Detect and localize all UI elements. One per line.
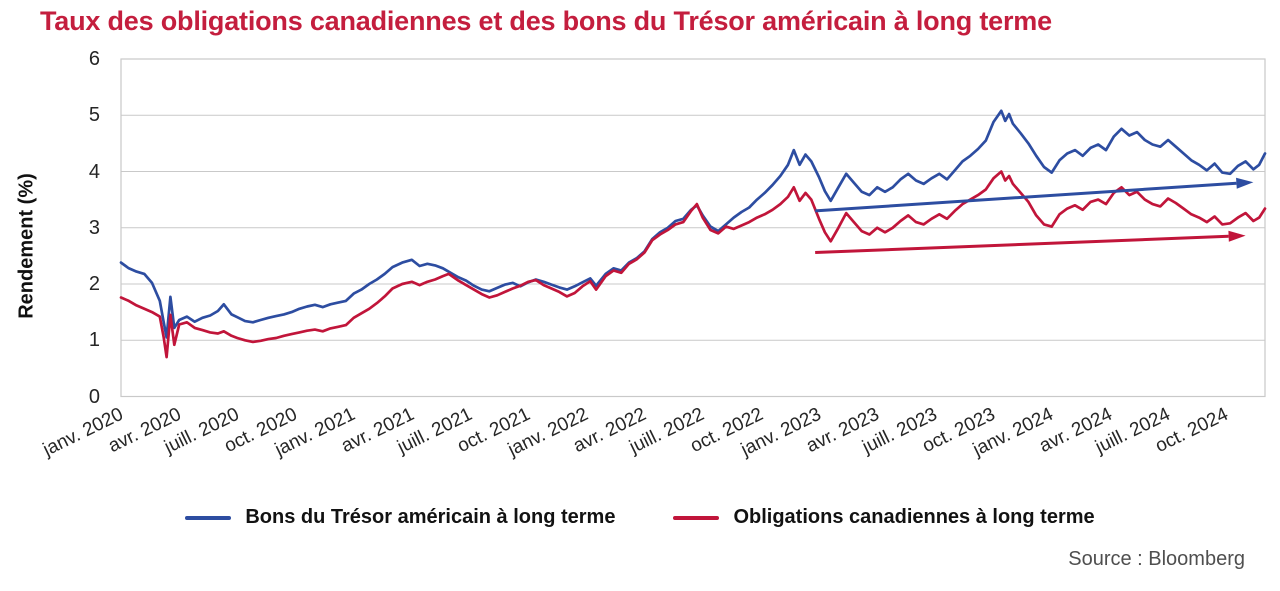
y-tick-label: 1 [88, 329, 100, 352]
ca-series-line [119, 170, 1267, 359]
ca-trend-arrow-shaft [815, 234, 1229, 254]
y-tick-label: 4 [88, 160, 100, 183]
legend-item-canadian-bonds: Obligations canadiennes à long terme [673, 506, 1095, 529]
y-tick-label: 5 [88, 104, 100, 127]
chart-title: Taux des obligations canadiennes et des … [40, 6, 1052, 36]
us-trend-arrowhead [1236, 177, 1254, 189]
us-series-line [119, 109, 1267, 339]
y-tick-label: 2 [88, 273, 100, 295]
y-tick-label: 6 [88, 48, 100, 70]
legend-label-canadian-bonds: Obligations canadiennes à long terme [733, 506, 1095, 528]
y-tick-label: 0 [88, 385, 100, 408]
legend-label-us-treasury: Bons du Trésor américain à long terme [245, 506, 616, 528]
y-tick-label: 3 [88, 216, 100, 239]
us-line-swatch [185, 515, 232, 520]
ca-line-swatch [673, 515, 720, 520]
us-trend-arrow-shaft [815, 181, 1237, 213]
legend: Bons du Trésor américain à long terme Ob… [0, 506, 1280, 529]
source-credit: Source : Bloomberg [1068, 548, 1245, 570]
legend-item-us-treasury: Bons du Trésor américain à long terme [185, 506, 615, 529]
plot-border [120, 58, 1266, 398]
ca-trend-arrowhead [1228, 230, 1246, 242]
